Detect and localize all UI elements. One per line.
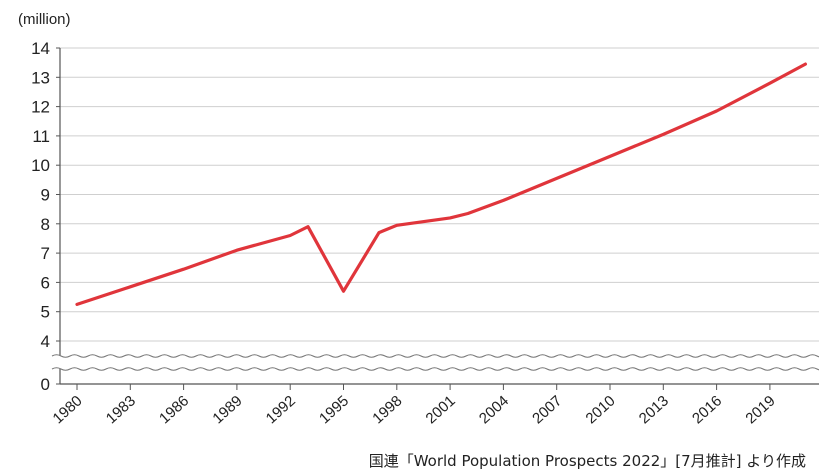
y-tick-label-12: 12 [31,98,50,117]
x-tick-label-2013: 2013 [636,392,672,427]
y-tick-label-10: 10 [31,156,50,175]
axis-break [51,354,819,371]
axis-break-wave-2 [51,367,819,371]
y-tick-label-8: 8 [41,215,50,234]
y-tick-label-13: 13 [31,68,50,87]
y-tick-label-11: 11 [32,127,50,146]
x-tick-label-1989: 1989 [209,392,245,427]
y-tick-label-6: 6 [41,273,50,292]
y-tick-label-5: 5 [41,303,50,322]
y-tick-label-14: 14 [31,39,50,58]
x-tick-label-2010: 2010 [582,392,618,427]
x-tick-label-1992: 1992 [263,392,299,427]
x-tick-labels: 1980 1983 1986 1989 1992 1995 1998 2001 2004 2007… [49,392,778,427]
gridlines [60,47,819,342]
y-tick-label-0: 0 [41,375,50,394]
axis-break-band [52,356,819,369]
series-line-1 [75,62,808,306]
y-tick-label-7: 7 [41,244,50,263]
x-tick-label-1998: 1998 [369,392,405,427]
x-tick-label-2004: 2004 [476,392,512,427]
x-tick-label-1995: 1995 [316,392,352,427]
series-lines [75,62,808,306]
x-tick-label-1986: 1986 [156,392,192,427]
x-tick-label-2001: 2001 [423,392,459,427]
y-tick-label-4: 4 [41,332,50,351]
x-tick-label-2019: 2019 [742,392,778,427]
y-tick-label-9: 9 [41,186,50,205]
axis-break-wave-1 [51,354,819,358]
y-tick-labels: 0 4 5 6 7 8 9 10 11 12 13 14 [31,39,50,394]
x-tick-label-2016: 2016 [689,392,725,427]
x-tick-label-1980: 1980 [49,392,85,427]
source-note: 国連「World Population Prospects 2022」[7月推計… [369,452,806,470]
y-axis-unit-label: (million) [18,11,71,28]
x-tick-label-1983: 1983 [103,392,139,427]
x-tick-label-2007: 2007 [529,392,565,427]
axes [56,47,819,390]
